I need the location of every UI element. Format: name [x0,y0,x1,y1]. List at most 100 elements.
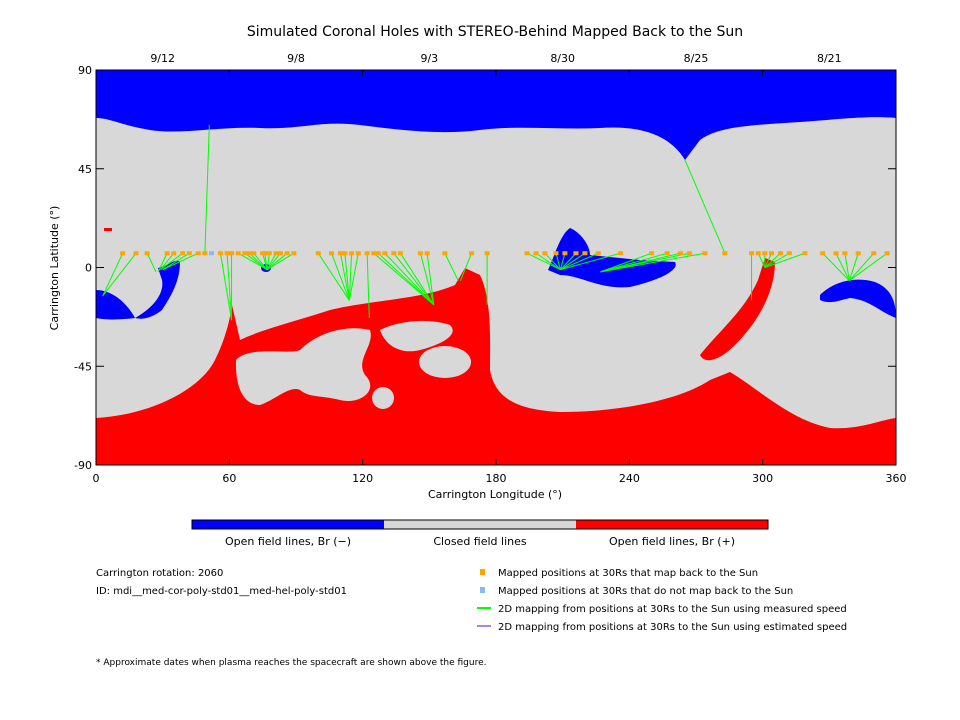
mapped-point [186,251,192,256]
measured-speed-mapping-line [317,252,350,301]
mapped-point [180,251,186,256]
measured-speed-mapping-line [560,252,586,271]
mapped-point [164,251,170,256]
measured-speed-mapping-line [344,253,350,301]
small-positive-patch [104,228,112,231]
measured-speed-mapping-line [366,253,370,318]
measured-speed-mapping-line [535,252,561,271]
mapped-point [553,251,559,256]
mapped-point [702,251,708,256]
measured-speed-mapping-line [160,252,183,271]
negative-coronal-hole [820,279,896,318]
legend-mapped-marker [480,569,485,575]
measured-speed-mapping-line [373,252,435,306]
mapped-point [262,251,268,256]
mapped-point [884,251,890,256]
mapped-point [291,251,297,256]
measured-speed-mapping-line [384,252,435,306]
footnote: * Approximate dates when plasma reaches … [96,658,487,668]
top-date-label: 8/21 [817,52,842,65]
measured-speed-mapping-line [264,253,268,270]
north-polar-coronal-hole [96,70,896,160]
x-axis-label: Carrington Longitude (°) [428,488,562,501]
mapped-point [677,251,683,256]
x-tick-label: 180 [486,472,507,485]
mapped-point [582,251,588,256]
measured-speed-mapping-line [555,253,561,270]
mapped-point [195,251,201,256]
mapped-point [242,251,248,256]
x-tick-label: 360 [886,472,907,485]
mapped-point [266,251,272,256]
mapped-point [562,251,568,256]
mapped-point [349,251,355,256]
measured-speed-mapping-line [162,252,199,271]
mapped-point [133,251,139,256]
measured-speed-mapping-line [162,252,190,271]
mapped-point [533,251,539,256]
mapped-point [144,251,150,256]
x-tick-label: 240 [619,472,640,485]
mapped-point [595,251,601,256]
measured-speed-mapping-line [560,252,621,271]
mapped-point [417,251,423,256]
mapped-point [871,251,877,256]
mapped-points [120,251,890,256]
measured-speed-mapping-line [266,253,270,270]
measured-speed-mapping-line [844,253,850,281]
mapped-point [337,251,343,256]
mapped-point [342,251,348,256]
y-axis-label: Carrington Latitude (°) [48,206,61,331]
x-tick-label: 0 [93,472,100,485]
measured-speed-mapping-line [248,252,268,271]
measured-speed-mapping-line [226,253,233,321]
mapped-point [375,251,381,256]
top-date-label: 9/12 [150,52,175,65]
positive-coronal-hole-arm [700,258,775,361]
mapped-point [802,251,808,256]
mapped-point [424,251,430,256]
top-date-label: 9/8 [287,52,305,65]
mapped-point [769,251,775,256]
measured-speed-mapping-line [348,253,359,301]
unmapped-point [209,251,215,256]
measured-speed-mapping-line [253,252,268,271]
mapped-point [617,251,623,256]
measured-speed-mapping-line [160,252,175,271]
mapped-point [786,251,792,256]
measured-speed-mapping-line [146,253,157,273]
measured-speed-mapping-line [157,253,168,273]
y-tick-label: 0 [85,262,92,275]
mapped-point [749,251,755,256]
legend-label: 2D mapping from positions at 30Rs to the… [498,604,847,615]
legend-label: Mapped positions at 30Rs that map back t… [498,568,758,579]
measured-speed-mapping-line [526,252,561,271]
measured-speed-mapping-line [848,252,875,281]
mapped-point [171,251,177,256]
measured-speed-mapping-line [822,252,850,282]
measured-speed-mapping-line [600,252,668,273]
x-tick-label: 120 [352,472,373,485]
measured-speed-mapping-line [102,253,124,297]
plot-area [95,69,897,466]
mapped-point [842,251,848,256]
y-tick-label: -90 [74,459,92,472]
measured-speed-mapping-line [426,253,435,305]
closed-island [380,320,453,352]
mapped-point [315,251,321,256]
measured-speed-mapping-line [835,253,850,281]
mapped-point [371,251,377,256]
top-date-label: 8/30 [550,52,575,65]
colorbar-closed [384,520,576,529]
mapped-point [251,251,257,256]
negative-coronal-hole [96,290,135,320]
measured-speed-mapping-line [419,253,435,305]
colorbar-label: Open field lines, Br (+) [609,535,735,548]
mapped-point [277,251,283,256]
negative-coronal-hole [135,260,180,319]
measured-speed-mapping-line [560,252,599,271]
measured-speed-mapping-line [377,252,435,306]
model-id: ID: mdi__med-cor-poly-std01__med-hel-pol… [96,586,347,597]
axes: 0 60 120 180 240 300 360 90 45 0 -45 -90 9/12 9/8 9/3 8… [74,52,906,485]
legend: Mapped positions at 30Rs that map back t… [477,568,847,633]
